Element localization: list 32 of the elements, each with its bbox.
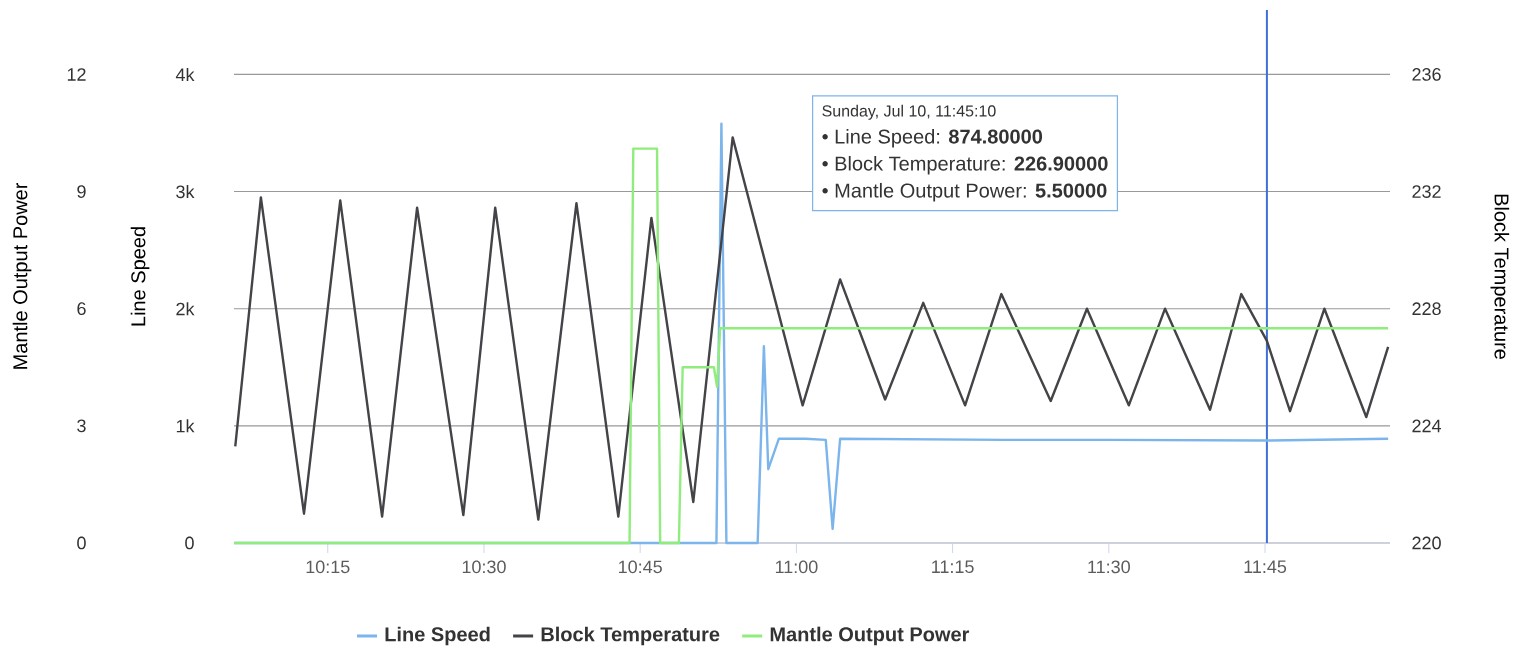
legend-label: Block Temperature	[541, 626, 720, 646]
y-tick-label: 1k	[176, 419, 195, 433]
x-tick-label: 11:00	[775, 560, 818, 574]
y2-tick-label: 220	[1412, 536, 1441, 550]
y3-tick-label: 9	[77, 185, 86, 198]
y3-tick-label: 6	[77, 302, 86, 316]
annotation: • Block Temperature: 226.90000	[822, 155, 1108, 175]
x-tick-label: 10:30	[462, 560, 506, 574]
y-tick-label: 2k	[176, 302, 195, 316]
y2-tick-label: 228	[1412, 302, 1441, 316]
y3-tick-label: 0	[77, 536, 86, 550]
y-axis-title: Line Speed	[130, 227, 150, 326]
y3-axis-title: Mantle Output Power	[12, 182, 32, 369]
y2-tick-label: 236	[1412, 68, 1441, 81]
annotation: • Mantle Output Power: 5.50000	[822, 182, 1107, 202]
annotation: Sunday, Jul 10, 11:45:10	[822, 104, 996, 120]
y-tick-label: 4k	[175, 67, 195, 81]
y-tick-label: 0	[185, 536, 194, 550]
x-tick-label: 11:45	[1244, 560, 1287, 574]
y2-tick-label: 232	[1412, 185, 1441, 198]
annotation: • Line Speed: 874.80000	[822, 128, 1043, 148]
legend-label: Line Speed	[385, 626, 490, 646]
y3-tick-label: 12	[67, 68, 86, 81]
x-tick-label: 10:15	[306, 560, 350, 574]
y-tick-label: 3k	[176, 184, 195, 199]
y3-tick-label: 3	[77, 419, 86, 433]
x-tick-label: 11:15	[932, 560, 974, 574]
y2-axis-title: Block Temperature	[1490, 194, 1510, 359]
y2-tick-label: 224	[1412, 419, 1442, 433]
x-tick-label: 10:45	[619, 560, 662, 574]
x-tick-label: 11:30	[1088, 560, 1130, 574]
legend-label: Mantle Output Power	[770, 626, 970, 646]
